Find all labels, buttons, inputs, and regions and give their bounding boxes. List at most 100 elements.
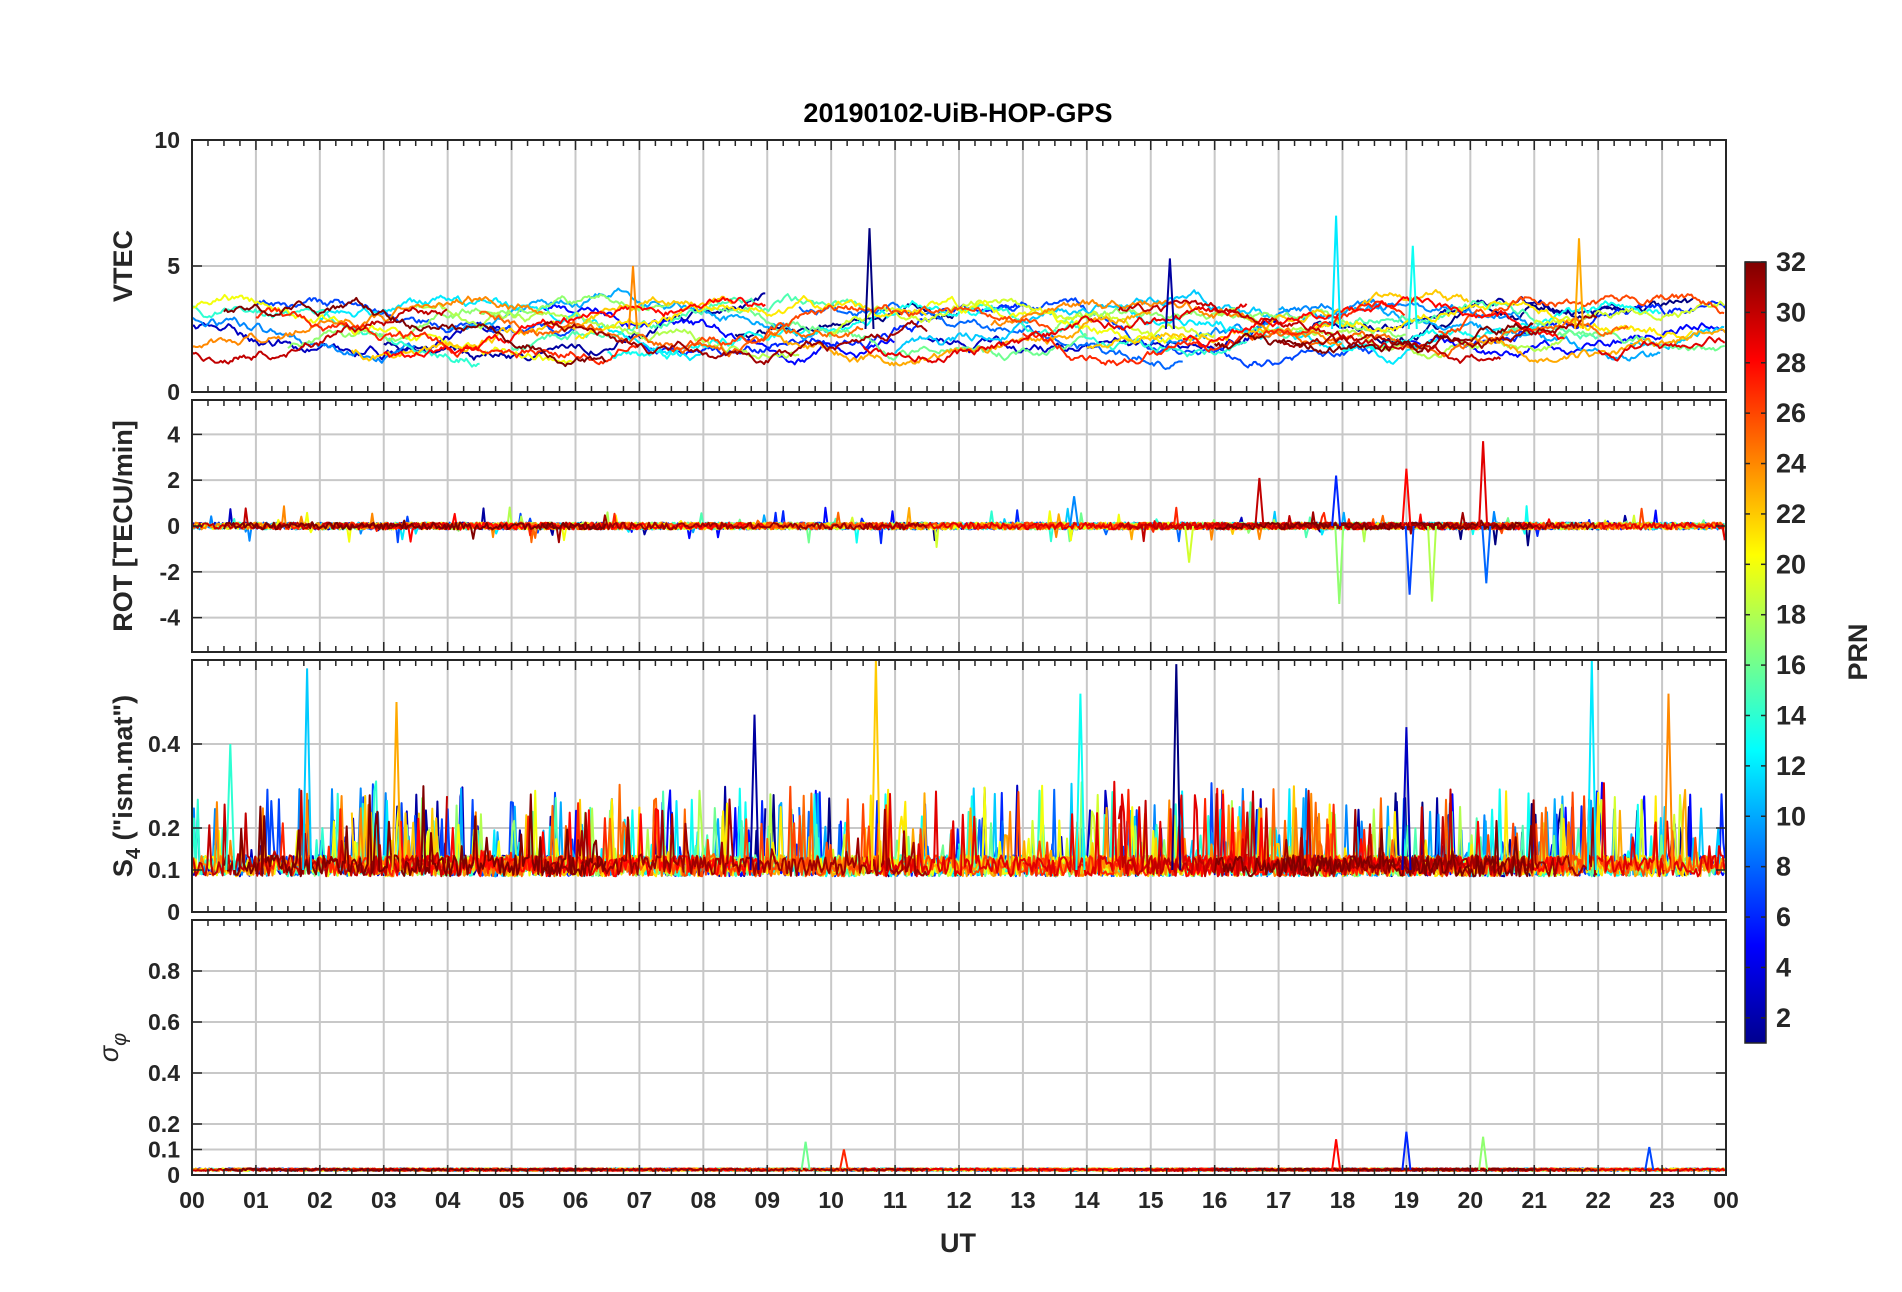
series-traces <box>192 660 1726 878</box>
colorbar-tick-label: 14 <box>1776 700 1806 730</box>
series-trace-prn-18 <box>414 301 800 360</box>
data-spike <box>391 701 402 871</box>
x-tick-label: 07 <box>627 1187 653 1213</box>
colorbar-tick-label: 24 <box>1776 449 1806 479</box>
series-traces <box>192 215 1726 371</box>
y-axis-label-sigma_phi: σφ <box>94 1033 131 1062</box>
series-trace-prn-22 <box>1086 289 1470 350</box>
colorbar-tick-label: 2 <box>1776 1003 1791 1033</box>
data-spike <box>749 714 760 871</box>
x-tick-label: 09 <box>754 1187 780 1213</box>
y-tick-label: 0.1 <box>148 1137 180 1163</box>
data-spike <box>1478 1136 1489 1171</box>
series-trace-prn-26 <box>670 785 1056 878</box>
x-tick-label: 01 <box>243 1187 269 1213</box>
series-trace-prn-16 <box>1501 325 1725 352</box>
colorbar-tick-label: 30 <box>1776 297 1806 327</box>
x-tick-label: 13 <box>1010 1187 1036 1213</box>
colorbar-tick-label: 32 <box>1776 247 1806 277</box>
y-tick-label: 2 <box>167 467 180 493</box>
series-trace-prn-25 <box>478 310 864 358</box>
series-trace-prn-32 <box>223 519 607 540</box>
data-spike <box>870 660 881 871</box>
series-trace-prn-7 <box>990 297 1374 369</box>
data-spike <box>1401 727 1412 871</box>
y-tick-label: 0.4 <box>148 731 180 757</box>
series-trace-prn-29 <box>1597 521 1726 541</box>
y-tick-label: -4 <box>160 605 181 631</box>
y-tick-label: 4 <box>167 421 180 447</box>
series-trace-prn-16 <box>702 306 1088 362</box>
series-trace-prn-3 <box>192 321 511 361</box>
colorbar-gradient <box>1744 261 1767 1044</box>
y-axis-label-vtec: VTEC <box>108 230 138 302</box>
grid-lines <box>192 140 1726 392</box>
y-tick-label: 0.6 <box>148 1009 180 1035</box>
data-spike <box>1663 693 1674 871</box>
data-spike <box>1407 245 1418 330</box>
series-trace-prn-31 <box>543 320 928 366</box>
series-trace-prn-31 <box>1277 799 1598 878</box>
x-tick-label: 00 <box>179 1187 205 1213</box>
chart-title: 20190102-UiB-HOP-GPS <box>803 98 1112 128</box>
data-spike <box>1586 660 1597 871</box>
data-spike <box>1075 693 1086 871</box>
x-tick-label: 02 <box>307 1187 333 1213</box>
panel-s4: 00.10.20.4S4 ("ism.mat") <box>108 659 1727 925</box>
data-spike <box>1404 525 1415 595</box>
colorbar-tick-label: 10 <box>1776 801 1806 831</box>
panel-frame <box>191 919 1727 1176</box>
series-trace-prn-29 <box>862 303 1248 364</box>
series-trace-prn-17 <box>287 293 670 349</box>
series-trace-prn-29 <box>862 780 1248 878</box>
y-axis-label-rot: ROT [TECU/min] <box>108 420 138 631</box>
y-tick-label: 0.2 <box>148 1111 180 1137</box>
y-tick-label: 5 <box>167 253 180 279</box>
x-axis-tick-labels: 00 01 02 03 04 05 06 07 08 09 10 11 12 13 14 15 16 17 18 19… <box>179 1187 1739 1213</box>
x-tick-label: 00 <box>1713 1187 1739 1213</box>
y-tick-label: 0.2 <box>148 815 180 841</box>
series-trace-prn-32 <box>223 785 607 878</box>
data-spike <box>864 228 875 330</box>
data-spike <box>1164 258 1175 330</box>
data-spike <box>1069 496 1080 527</box>
series-trace-prn-8 <box>798 301 1183 371</box>
series-trace-prn-30 <box>1117 299 1502 364</box>
x-tick-label: 12 <box>946 1187 972 1213</box>
y-axis-label-main: S <box>108 859 138 877</box>
x-tick-label: 08 <box>691 1187 717 1213</box>
series-trace-prn-24 <box>192 295 544 349</box>
x-tick-label: 06 <box>563 1187 589 1213</box>
colorbar-tick-label: 28 <box>1776 348 1806 378</box>
colorbar-tick-label: 8 <box>1776 852 1791 882</box>
data-spike <box>628 265 638 330</box>
x-tick-label: 18 <box>1330 1187 1356 1213</box>
data-spike <box>1574 238 1584 330</box>
panel-sigma_phi: 00.10.2 0.4 0.6 0.8 σφ <box>94 919 1727 1188</box>
series-trace-prn-24 <box>990 299 1343 347</box>
colorbar-tick-label: 26 <box>1776 398 1806 428</box>
y-tick-label: -2 <box>160 559 180 585</box>
panel-vtec: 0 5 10 VTEC <box>108 127 1727 405</box>
panel-frame <box>191 659 1727 913</box>
series-trace-prn-19 <box>1533 300 1725 326</box>
x-axis-label: UT <box>940 1228 976 1258</box>
series-trace-prn-23 <box>1470 328 1726 364</box>
y-tick-label: 0.8 <box>148 958 180 984</box>
data-spike <box>1334 525 1345 604</box>
series-trace-prn-31 <box>542 798 928 877</box>
data-spike <box>302 668 313 871</box>
data-spike <box>1254 477 1265 527</box>
colorbar-tick-label: 22 <box>1776 499 1806 529</box>
y-axis-label-subscript: φ <box>109 1033 131 1046</box>
y-tick-label: 10 <box>154 127 180 153</box>
y-tick-label: 0.4 <box>148 1060 180 1086</box>
series-trace-prn-21 <box>1309 300 1693 340</box>
y-tick-label: 0 <box>167 513 180 539</box>
colorbar-tick-label: 20 <box>1776 549 1806 579</box>
y-tick-label: 0 <box>167 379 180 405</box>
x-tick-label: 19 <box>1394 1187 1420 1213</box>
